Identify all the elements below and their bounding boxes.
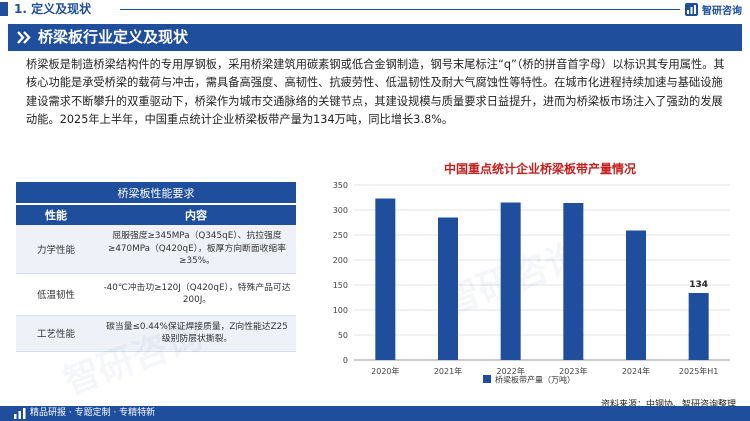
requirements-table: 桥梁板性能要求 性能 内容 力学性能 屈服强度≥345MPa（Q345qE）、抗… — [16, 182, 296, 352]
x-tick-label: 2021年 — [434, 366, 462, 376]
y-tick-label: 250 — [333, 231, 348, 240]
x-tick-label: 2025年H1 — [679, 366, 718, 376]
section-accent-bar — [0, 2, 8, 16]
header-divider — [120, 9, 680, 10]
x-tick-label: 2020年 — [371, 366, 399, 376]
table-header-desc: 内容 — [96, 203, 296, 225]
table-cell-desc: -40℃冲击功≥120J（Q420qE），特殊产品可达200J。 — [96, 273, 296, 316]
y-tick-label: 300 — [333, 206, 348, 215]
table-row: 低温韧性 -40℃冲击功≥120J（Q420qE），特殊产品可达200J。 — [16, 273, 296, 316]
bar — [626, 230, 646, 360]
x-tick-label: 2023年 — [559, 366, 587, 376]
table-header-row: 性能 内容 — [16, 203, 296, 225]
table-cell-attr: 力学性能 — [16, 225, 96, 274]
x-tick-label: 2024年 — [622, 366, 650, 376]
source-note: 资料来源：中钢协、智研咨询整理 — [600, 400, 736, 410]
production-bar-chart: 0 50 100 150 200 250 300 350 2020年 2021年 2022年 2023… — [333, 181, 730, 385]
chart-title: 中国重点统计企业桥梁板带产量情况 — [443, 162, 636, 176]
y-tick-label: 350 — [333, 181, 348, 190]
y-tick-label: 100 — [333, 306, 348, 315]
footer-bar: 精品研报 · 专题定制 · 专精特新 — [0, 406, 750, 421]
data-label: 134 — [689, 280, 708, 290]
section-label: 1. 定义及现状 — [14, 2, 92, 16]
bar — [500, 202, 521, 360]
intro-paragraph: 桥梁板是制造桥梁结构件的专用厚钢板，采用桥梁建筑用碳素钢或低合金钢制造，钢号末尾… — [26, 58, 725, 126]
y-tick-label: 0 — [343, 356, 348, 365]
table-header-attr: 性能 — [16, 203, 96, 225]
bar — [563, 203, 584, 360]
brand-logo-group: 智研咨询 — [685, 2, 742, 17]
brand-logo-icon — [685, 3, 698, 16]
brand-name: 智研咨询 — [702, 6, 742, 17]
page-title: 桥梁板行业定义及现状 — [38, 28, 189, 46]
table-row: 力学性能 屈服强度≥345MPa（Q345qE）、抗拉强度≥470MPa（Q42… — [16, 225, 296, 274]
footer-text: 精品研报 · 专题定制 · 专精特新 — [30, 408, 156, 418]
bar — [688, 293, 709, 360]
table-caption-row: 桥梁板性能要求 — [16, 182, 296, 204]
table-cell-attr: 低温韧性 — [16, 273, 96, 316]
table-cell-attr: 工艺性能 — [16, 315, 96, 352]
y-tick-label: 150 — [333, 281, 348, 290]
bar — [375, 198, 396, 360]
y-tick-label: 50 — [338, 331, 348, 340]
legend-label: 桥梁板带产量（万吨） — [495, 375, 575, 385]
top-header: 1. 定义及现状 智研咨询 — [0, 0, 750, 22]
x-tick-label: 2022年 — [496, 366, 524, 376]
table-cell-desc: 碳当量≤0.44%保证焊接质量，Z向性能达Z25级别防层状撕裂。 — [96, 315, 296, 352]
y-tick-label: 200 — [333, 256, 348, 265]
table-caption: 桥梁板性能要求 — [16, 182, 296, 204]
legend-swatch — [483, 375, 491, 383]
title-bar: 桥梁板行业定义及现状 — [8, 24, 742, 51]
table-cell-desc: 屈服强度≥345MPa（Q345qE）、抗拉强度≥470MPa（Q420qE），… — [96, 225, 296, 274]
bar — [438, 217, 458, 360]
double-chevron-icon — [17, 31, 31, 44]
footer-chart-icon — [14, 408, 26, 419]
table-row: 工艺性能 碳当量≤0.44%保证焊接质量，Z向性能达Z25级别防层状撕裂。 — [16, 315, 296, 352]
